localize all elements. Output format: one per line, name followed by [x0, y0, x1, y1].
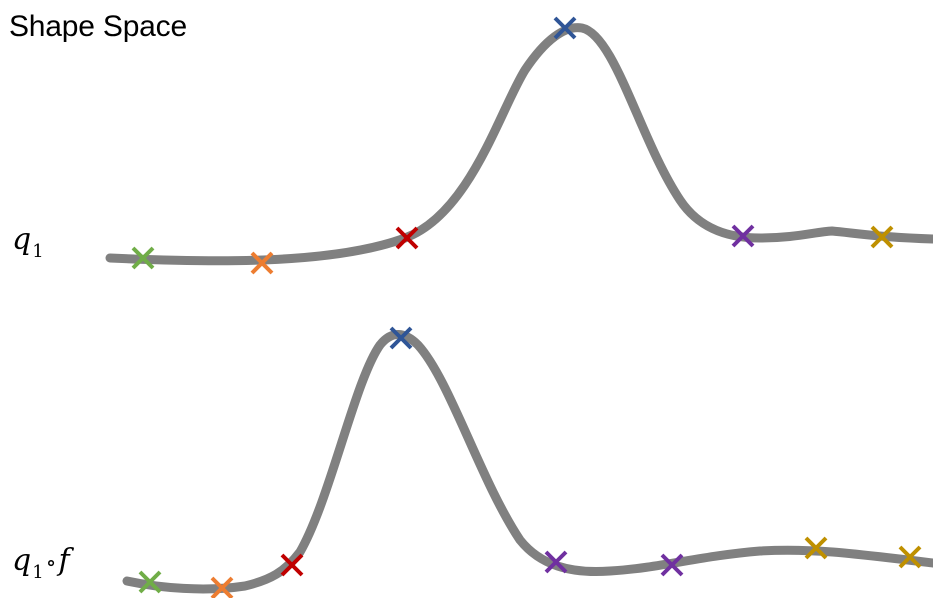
red-marker: [395, 226, 419, 250]
blue-marker: [389, 326, 413, 350]
label-suffix: f: [58, 543, 70, 578]
blue-marker: [553, 16, 577, 40]
curve-q1: [105, 23, 933, 266]
label-subscript: 1: [32, 562, 44, 583]
purple-marker: [544, 550, 568, 574]
red-marker: [280, 553, 304, 577]
green-marker: [138, 570, 162, 594]
orange-marker: [210, 576, 234, 598]
purple-marker: [660, 553, 684, 577]
gold-marker: [898, 545, 922, 569]
orange-marker: [250, 251, 274, 275]
label-symbol: q: [12, 222, 32, 257]
gold-marker: [870, 225, 894, 249]
label-symbol: q: [12, 543, 32, 578]
gold-marker: [804, 536, 828, 560]
green-marker: [131, 246, 155, 270]
markers-q1: [131, 16, 894, 275]
purple-marker: [731, 224, 755, 248]
curve-label-q1: q1: [12, 222, 44, 262]
label-subscript: 1: [32, 241, 44, 262]
compose-operator: ∘: [45, 551, 57, 576]
curve-q1-compose-f: [122, 330, 933, 594]
page-title: Shape Space: [9, 10, 187, 43]
curve-label-q1-compose-f: q1∘f: [12, 543, 70, 583]
markers-q1-compose-f: [138, 326, 922, 598]
